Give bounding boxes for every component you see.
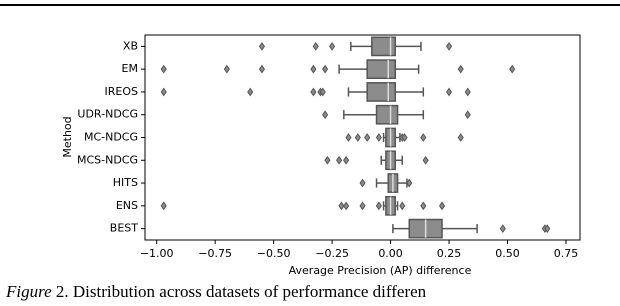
- outlier: [438, 201, 446, 211]
- outlier: [401, 133, 408, 142]
- outlier: [509, 64, 516, 74]
- y-tick-label: MCS-NDCG: [77, 153, 138, 166]
- y-tick-label: BEST: [110, 222, 138, 235]
- outlier: [354, 133, 361, 142]
- outlier: [336, 155, 343, 165]
- outlier: [322, 64, 329, 74]
- outlier: [160, 87, 167, 97]
- outlier: [422, 155, 429, 165]
- outlier: [343, 155, 350, 165]
- outlier: [457, 133, 464, 142]
- x-tick-label: −0.50: [257, 247, 291, 260]
- x-tick-label: −1.00: [140, 247, 174, 260]
- y-tick-label: HITS: [113, 176, 138, 189]
- outlier: [310, 87, 317, 97]
- outlier: [406, 178, 413, 188]
- outlier: [499, 224, 506, 233]
- outlier: [399, 201, 406, 211]
- outlier: [359, 201, 366, 211]
- outlier: [345, 133, 352, 142]
- outlier: [445, 87, 453, 97]
- outlier: [258, 64, 265, 74]
- outlier: [329, 42, 336, 51]
- x-tick-label: 0.50: [495, 247, 520, 260]
- x-tick-label: 0.00: [378, 247, 403, 260]
- y-tick-label: XB: [123, 39, 138, 52]
- outlier: [160, 64, 167, 74]
- outlier: [319, 87, 326, 97]
- x-tick-label: −0.75: [198, 247, 232, 260]
- outlier: [160, 201, 167, 211]
- y-tick-label: EM: [122, 62, 138, 75]
- outlier: [310, 64, 317, 74]
- outlier: [420, 133, 427, 142]
- outlier: [258, 42, 265, 51]
- x-axis-label: Average Precision (AP) difference: [289, 264, 472, 277]
- outlier: [324, 155, 331, 165]
- outlier: [375, 201, 382, 211]
- y-tick-label: MC-NDCG: [84, 131, 138, 144]
- x-tick-label: 0.75: [554, 247, 579, 260]
- box: [375, 104, 399, 125]
- outlier: [338, 201, 345, 211]
- caption: Figure 2. Distribution across datasets o…: [5, 282, 427, 301]
- caption-text: 2. Distribution across datasets of perfo…: [52, 282, 427, 301]
- outlier: [343, 201, 350, 211]
- outlier: [223, 64, 230, 74]
- y-tick-label: ENS: [116, 199, 138, 212]
- y-tick-label: IREOS: [105, 85, 138, 98]
- outlier: [359, 178, 366, 188]
- caption-label: Figure: [5, 282, 52, 301]
- box: [366, 59, 396, 80]
- outlier: [457, 64, 464, 74]
- outlier: [322, 110, 329, 120]
- y-tick-label: UDR-NDCG: [77, 108, 138, 121]
- outlier: [445, 42, 453, 51]
- outlier: [247, 87, 254, 97]
- y-axis-label: Method: [61, 116, 74, 157]
- outlier: [364, 133, 371, 142]
- x-tick-label: 0.25: [437, 247, 462, 260]
- outlier: [464, 87, 471, 97]
- outlier: [420, 201, 427, 211]
- box: [366, 82, 396, 102]
- outlier: [544, 224, 551, 233]
- x-tick-label: −0.25: [315, 247, 349, 260]
- box: [371, 36, 396, 57]
- outlier: [375, 133, 382, 142]
- outlier: [312, 42, 319, 51]
- outlier: [464, 110, 471, 120]
- plot-frame: [144, 34, 581, 241]
